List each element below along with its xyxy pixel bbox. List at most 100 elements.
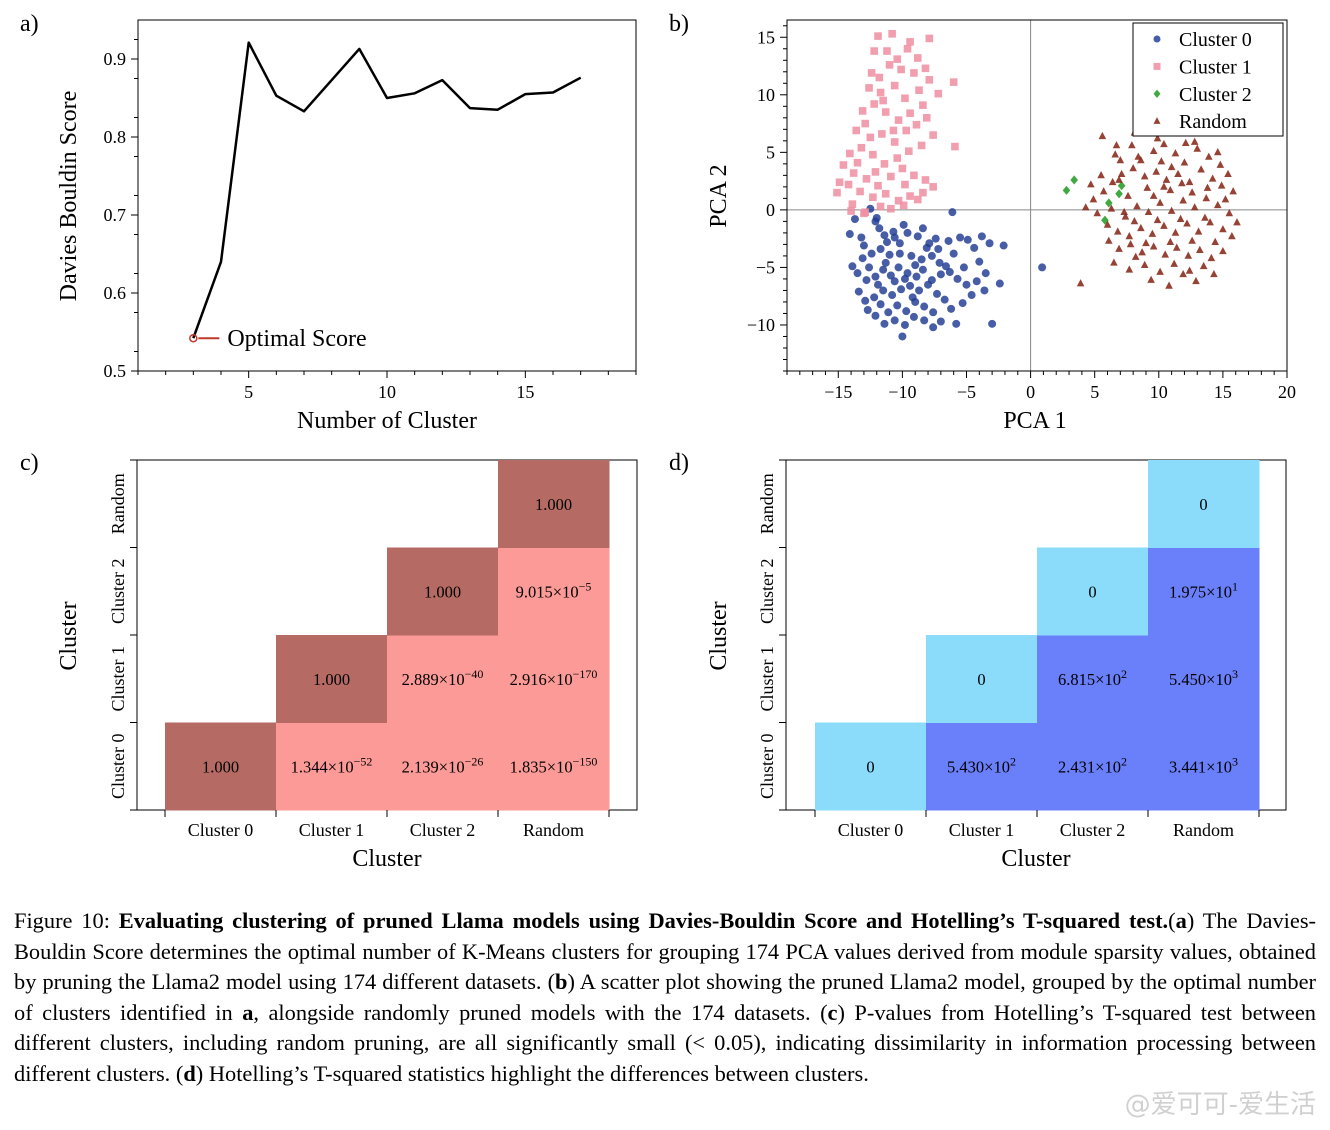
caption-c-letter: c — [827, 999, 838, 1025]
x-tick-label: Cluster 0 — [838, 820, 904, 840]
cell-value: 1.000 — [424, 582, 461, 601]
data-point — [1178, 179, 1186, 187]
x-tick-label: Cluster 2 — [410, 820, 476, 840]
heatmap-cell — [387, 722, 499, 811]
y-tick-label: −10 — [747, 315, 775, 335]
data-point — [888, 30, 896, 38]
data-point — [889, 227, 898, 236]
heatmap-cell — [1148, 635, 1260, 723]
data-point — [920, 302, 929, 311]
data-point — [879, 265, 888, 274]
data-point — [887, 204, 895, 213]
x-tick-label: Random — [523, 820, 584, 840]
x-tick-label: 5 — [244, 382, 253, 402]
data-point — [893, 154, 902, 162]
data-point — [1070, 175, 1078, 185]
data-point — [949, 78, 958, 86]
data-point — [885, 250, 894, 259]
legend-label: Cluster 0 — [1179, 29, 1252, 51]
cell-value: 2.139×10−26 — [402, 754, 484, 776]
data-point — [947, 304, 956, 313]
data-point — [1160, 139, 1168, 148]
data-point — [879, 286, 888, 295]
panel-b: b) PCA 1 PCA 2 −15 −10 −5 0 5 10 15 20 −10 −5 0 5 10… — [669, 11, 1296, 434]
data-point — [902, 307, 911, 316]
data-point — [1140, 260, 1149, 268]
data-point — [972, 277, 981, 286]
data-point — [853, 269, 862, 278]
data-point — [890, 138, 899, 146]
y-tick-label: Cluster 0 — [108, 734, 128, 800]
data-point — [903, 228, 912, 237]
x-tick-label: −15 — [824, 382, 852, 402]
data-point — [1152, 167, 1161, 175]
panel-b-ylabel: PCA 2 — [706, 164, 732, 227]
data-point — [1162, 175, 1171, 183]
cell-value: 1.000 — [313, 670, 350, 689]
caption-a-text: ) The Davies-Bouldin Score determines th… — [14, 908, 1316, 995]
y-tick-label: 0.7 — [104, 205, 127, 225]
panel-d-xlabel: Cluster — [1001, 846, 1070, 872]
panel-c-xlabel: Cluster — [352, 846, 421, 872]
data-point — [1108, 177, 1117, 186]
panel-a-ylabel: Davies Bouldin Score — [56, 91, 82, 302]
y-tick-label: Cluster 1 — [757, 646, 777, 712]
data-point — [999, 241, 1008, 250]
data-point — [1103, 220, 1112, 228]
data-point — [906, 109, 914, 118]
data-point — [915, 86, 923, 94]
data-point — [1116, 156, 1125, 164]
data-point — [941, 262, 950, 271]
data-point — [913, 54, 922, 62]
data-point — [1190, 137, 1199, 145]
data-point — [1171, 228, 1180, 236]
data-point — [876, 300, 885, 309]
data-point — [953, 274, 962, 283]
data-point — [951, 142, 959, 151]
cell-value: 6.815×102 — [1058, 667, 1127, 689]
data-point — [1120, 207, 1128, 216]
legend-marker — [1153, 62, 1161, 70]
panel-c: c) Cluster Cluster 1.000 1.344×10−52 2.139… — [20, 450, 638, 872]
data-point — [858, 254, 867, 263]
data-point — [1098, 131, 1107, 140]
data-point — [919, 101, 927, 109]
data-point — [925, 76, 934, 84]
data-point — [1193, 144, 1202, 152]
cell-value: 2.889×10−40 — [402, 667, 484, 689]
optimal-annotation: Optimal Score — [227, 326, 366, 352]
data-point — [881, 108, 890, 116]
data-point — [936, 317, 945, 326]
data-point — [899, 220, 908, 229]
data-point — [911, 261, 920, 270]
data-point — [1211, 237, 1220, 245]
data-point — [1196, 245, 1204, 254]
data-point — [1210, 269, 1218, 278]
data-point — [875, 73, 884, 82]
data-point — [1166, 237, 1175, 245]
data-point — [1229, 187, 1237, 195]
data-point — [880, 160, 889, 168]
data-point — [863, 306, 872, 315]
data-point — [1179, 196, 1187, 204]
heatmap-cell — [387, 547, 499, 636]
data-point — [1203, 183, 1212, 191]
data-point — [897, 285, 906, 294]
data-point — [929, 131, 937, 139]
data-point — [1202, 194, 1211, 202]
data-point — [847, 207, 855, 215]
y-tick-label: 0.9 — [104, 49, 127, 69]
data-point — [918, 265, 927, 274]
data-point — [1130, 217, 1139, 225]
legend-marker — [1153, 117, 1161, 124]
cell-value: 1.344×10−52 — [291, 754, 373, 776]
data-point — [902, 126, 911, 135]
data-point — [906, 38, 914, 46]
data-point — [944, 236, 953, 245]
caption-d-letter: d — [183, 1060, 196, 1086]
data-point — [1117, 169, 1126, 178]
y-tick-label: 15 — [757, 27, 775, 47]
data-point — [874, 32, 882, 40]
score-line — [192, 41, 582, 339]
data-point — [1188, 236, 1196, 244]
